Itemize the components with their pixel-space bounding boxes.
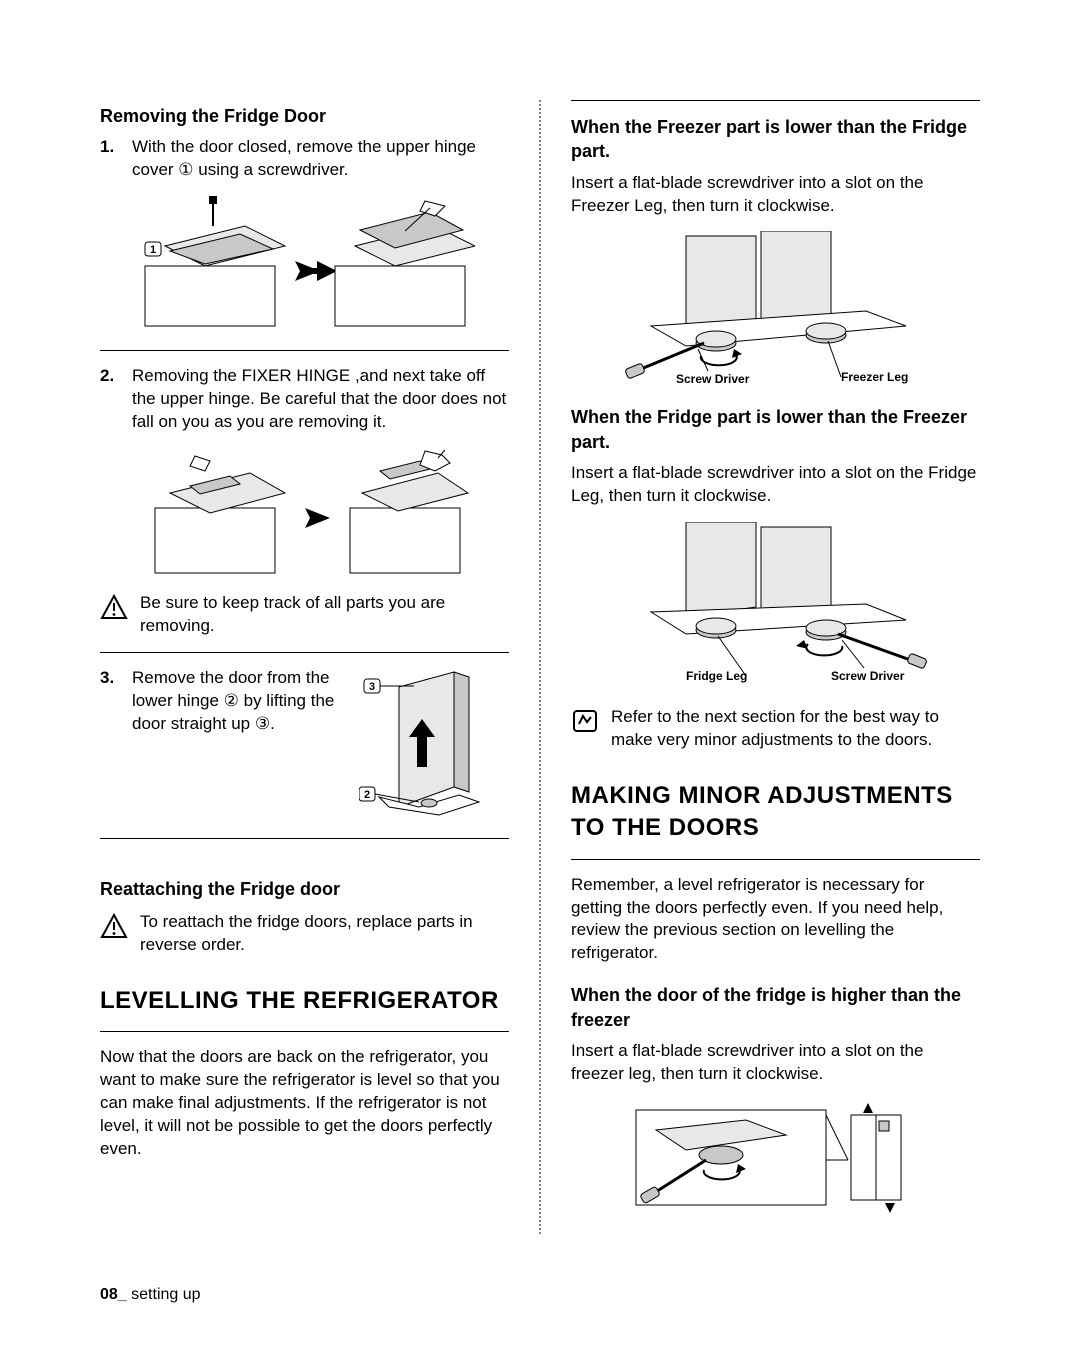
freezer-lower-text: Insert a flat-blade screwdriver into a s… xyxy=(571,172,980,218)
figure-hinge-cover: 1 xyxy=(100,196,509,336)
figure-minor-adjust xyxy=(571,1100,980,1220)
footer-section: setting up xyxy=(127,1286,201,1303)
levelling-text: Now that the doors are back on the refri… xyxy=(100,1046,509,1161)
door-higher-title: When the door of the fridge is higher th… xyxy=(571,983,980,1032)
note-text: Refer to the next section for the best w… xyxy=(611,706,980,752)
caution-icon xyxy=(100,913,128,939)
svg-text:Fridge Leg: Fridge Leg xyxy=(686,669,747,683)
page-number: 08_ xyxy=(100,1286,127,1303)
svg-text:Screw Driver: Screw Driver xyxy=(676,372,750,386)
note-icon xyxy=(571,708,599,734)
svg-text:Screw Driver: Screw Driver xyxy=(831,669,905,683)
divider xyxy=(571,859,980,860)
note-next-section: Refer to the next section for the best w… xyxy=(571,706,980,752)
warning-keep-track: Be sure to keep track of all parts you a… xyxy=(100,592,509,638)
column-divider xyxy=(539,100,541,1234)
svg-text:1: 1 xyxy=(150,244,156,256)
figure-fixer-hinge xyxy=(100,448,509,578)
page-footer: 08_ setting up xyxy=(100,1284,980,1306)
step-number: 2. xyxy=(100,365,122,434)
divider xyxy=(100,350,509,351)
left-column: Removing the Fridge Door 1. With the doo… xyxy=(100,100,509,1234)
divider xyxy=(100,1031,509,1032)
step-number: 3. xyxy=(100,667,122,736)
svg-text:2: 2 xyxy=(364,789,370,801)
right-column: When the Freezer part is lower than the … xyxy=(571,100,980,1234)
step-number: 1. xyxy=(100,136,122,182)
adjustments-text: Remember, a level refrigerator is necess… xyxy=(571,874,980,966)
adjustments-heading: MAKING MINOR ADJUSTMENTS TO THE DOORS xyxy=(571,780,980,845)
fridge-lower-text: Insert a flat-blade screwdriver into a s… xyxy=(571,462,980,508)
step-text: With the door closed, remove the upper h… xyxy=(132,136,509,182)
door-higher-text: Insert a flat-blade screwdriver into a s… xyxy=(571,1040,980,1086)
divider xyxy=(571,100,980,101)
step-3: 3. Remove the door from the lower hinge … xyxy=(100,667,345,736)
figure-fridge-leg: Fridge Leg Screw Driver xyxy=(571,522,980,692)
warning-reattach: To reattach the fridge doors, replace pa… xyxy=(100,911,509,957)
step-text: Removing the FIXER HINGE ,and next take … xyxy=(132,365,509,434)
step-1: 1. With the door closed, remove the uppe… xyxy=(100,136,509,182)
step-2: 2. Removing the FIXER HINGE ,and next ta… xyxy=(100,365,509,434)
levelling-heading: LEVELLING THE REFRIGERATOR xyxy=(100,985,509,1017)
removing-door-title: Removing the Fridge Door xyxy=(100,104,509,128)
warning-text: To reattach the fridge doors, replace pa… xyxy=(140,911,509,957)
figure-freezer-leg: Screw Driver Freezer Leg xyxy=(571,231,980,391)
warning-text: Be sure to keep track of all parts you a… xyxy=(140,592,509,638)
reattach-title: Reattaching the Fridge door xyxy=(100,877,509,901)
figure-lift-door: 3 2 xyxy=(359,667,509,824)
freezer-lower-title: When the Freezer part is lower than the … xyxy=(571,115,980,164)
svg-text:Freezer Leg: Freezer Leg xyxy=(841,370,908,384)
divider xyxy=(100,652,509,653)
step-text: Remove the door from the lower hinge ② b… xyxy=(132,667,345,736)
caution-icon xyxy=(100,594,128,620)
fridge-lower-title: When the Fridge part is lower than the F… xyxy=(571,405,980,454)
svg-text:3: 3 xyxy=(369,681,375,693)
divider xyxy=(100,838,509,839)
